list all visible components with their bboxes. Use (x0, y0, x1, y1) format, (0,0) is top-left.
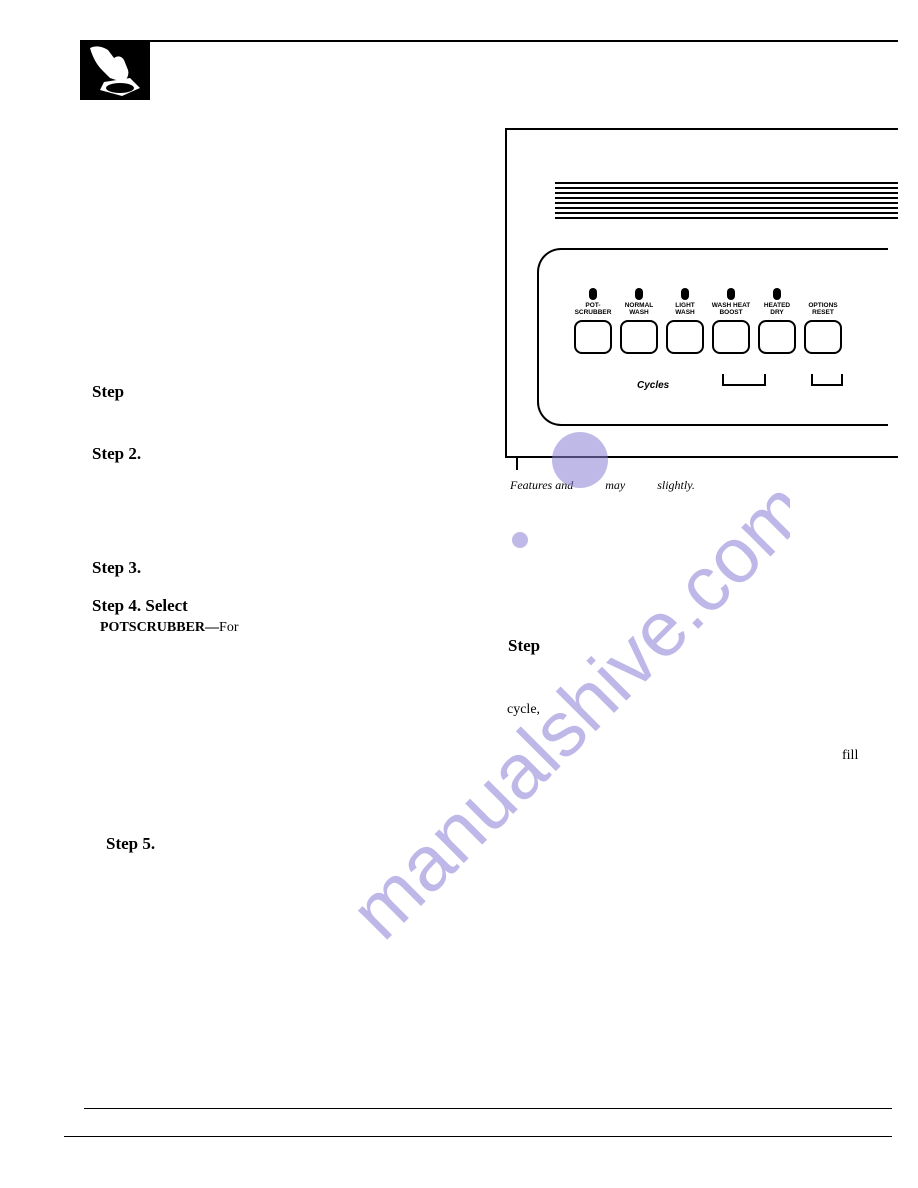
btn-options-reset: OPTIONS RESET (801, 288, 845, 354)
step-2: Step 2. (92, 444, 141, 464)
header-rule (80, 40, 898, 42)
btn-label: POT- SCRUBBER (575, 302, 612, 318)
potscrubber-label: POTSCRUBBER— (100, 620, 219, 635)
btn-label: HEATED DRY (764, 302, 790, 318)
panel-caption: Features and may slightly. (510, 478, 695, 493)
caption-text: Features and (510, 478, 573, 493)
cycle-button[interactable] (666, 320, 704, 354)
cycle-button[interactable] (574, 320, 612, 354)
btn-light-wash: LIGHT WASH (663, 288, 707, 354)
step-4-sub: POTSCRUBBER—For (100, 620, 238, 636)
panel-stripes (555, 182, 898, 230)
button-row: POT- SCRUBBER NORMAL WASH LIGHT WASH WAS… (571, 288, 845, 354)
btn-wash-heat-boost: WASH HEAT BOOST (709, 288, 753, 354)
caption-text: may (605, 478, 625, 493)
step-3: Step 3. (92, 558, 141, 578)
footer-rule (84, 1108, 892, 1109)
word-cycle: cycle, (507, 702, 540, 718)
step-5: Step 5. (106, 834, 155, 854)
option-button[interactable] (712, 320, 750, 354)
cycles-label: Cycles (637, 380, 669, 391)
indicator-icon (773, 288, 781, 300)
step-4-sub-rest: For (219, 620, 238, 635)
word-fill: fill (842, 748, 858, 764)
step-1: Step (92, 382, 124, 402)
btn-potscrubber: POT- SCRUBBER (571, 288, 615, 354)
step-4: Step 4. Select (92, 596, 188, 616)
btn-label: NORMAL WASH (625, 302, 654, 318)
btn-label: LIGHT WASH (675, 302, 695, 318)
hand-press-icon (80, 40, 150, 100)
tick-mark (516, 458, 518, 470)
indicator-icon (727, 288, 735, 300)
indicator-icon (635, 288, 643, 300)
step-right: Step (508, 636, 540, 656)
btn-heated-dry: HEATED DRY (755, 288, 799, 354)
watermark-text: manualshive.com (333, 464, 790, 940)
reset-button[interactable] (804, 320, 842, 354)
btn-label: WASH HEAT BOOST (712, 302, 751, 318)
btn-label: OPTIONS RESET (808, 302, 837, 318)
indicator-icon (589, 288, 597, 300)
control-panel: POT- SCRUBBER NORMAL WASH LIGHT WASH WAS… (505, 128, 898, 458)
option-button[interactable] (758, 320, 796, 354)
footer-rule (64, 1136, 892, 1137)
indicator-icon (681, 288, 689, 300)
btn-normal-wash: NORMAL WASH (617, 288, 661, 354)
caption-text: slightly. (657, 478, 695, 493)
bracket-icon (811, 374, 843, 386)
bracket-icon (722, 374, 766, 386)
cycle-button[interactable] (620, 320, 658, 354)
